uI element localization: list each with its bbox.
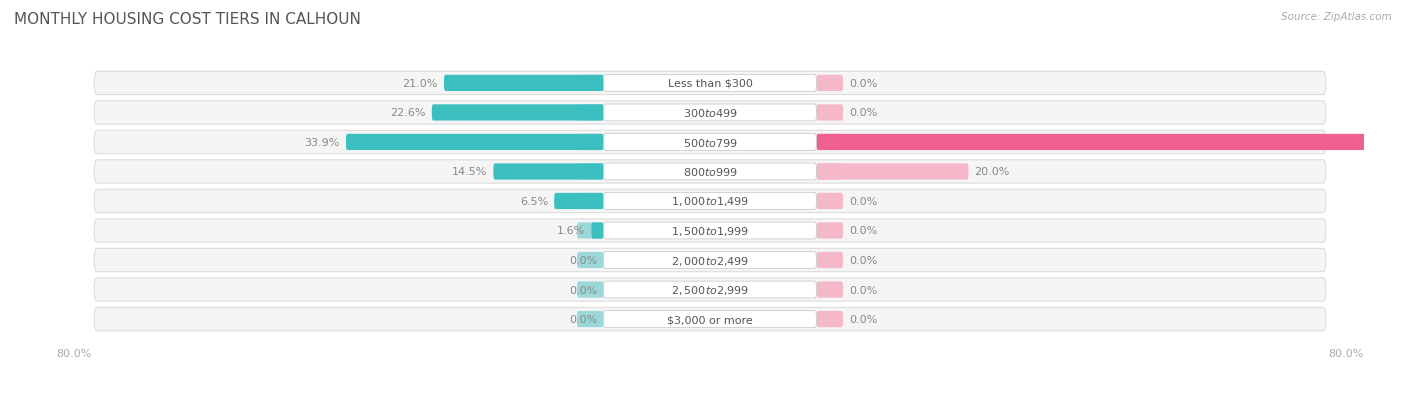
FancyBboxPatch shape <box>94 72 1326 95</box>
Text: 22.6%: 22.6% <box>391 108 426 118</box>
FancyBboxPatch shape <box>94 278 1326 301</box>
Text: $800 to $999: $800 to $999 <box>682 166 738 178</box>
Text: 14.5%: 14.5% <box>451 167 488 177</box>
Text: 33.9%: 33.9% <box>305 138 340 147</box>
Text: Source: ZipAtlas.com: Source: ZipAtlas.com <box>1281 12 1392 22</box>
Text: $1,000 to $1,499: $1,000 to $1,499 <box>671 195 749 208</box>
FancyBboxPatch shape <box>603 164 817 180</box>
Text: $300 to $499: $300 to $499 <box>682 107 738 119</box>
FancyBboxPatch shape <box>603 75 817 92</box>
FancyBboxPatch shape <box>817 105 844 121</box>
FancyBboxPatch shape <box>494 164 603 180</box>
FancyBboxPatch shape <box>603 223 817 239</box>
FancyBboxPatch shape <box>94 249 1326 272</box>
FancyBboxPatch shape <box>603 311 817 328</box>
FancyBboxPatch shape <box>346 135 603 151</box>
FancyBboxPatch shape <box>94 308 1326 331</box>
Text: $500 to $799: $500 to $799 <box>682 137 738 149</box>
FancyBboxPatch shape <box>817 252 844 268</box>
Text: 6.5%: 6.5% <box>520 197 548 206</box>
FancyBboxPatch shape <box>817 311 844 328</box>
Text: 0.0%: 0.0% <box>569 255 598 266</box>
FancyBboxPatch shape <box>554 193 603 209</box>
Text: 0.0%: 0.0% <box>849 226 877 236</box>
Text: 0.0%: 0.0% <box>849 285 877 295</box>
Text: 0.0%: 0.0% <box>569 285 598 295</box>
Text: 20.0%: 20.0% <box>974 167 1010 177</box>
Text: $2,000 to $2,499: $2,000 to $2,499 <box>671 254 749 267</box>
FancyBboxPatch shape <box>817 164 844 180</box>
Text: $1,500 to $1,999: $1,500 to $1,999 <box>671 224 749 237</box>
Text: 0.0%: 0.0% <box>849 314 877 324</box>
Text: 21.0%: 21.0% <box>402 79 437 89</box>
FancyBboxPatch shape <box>603 134 817 151</box>
Text: 0.0%: 0.0% <box>849 108 877 118</box>
Text: 0.0%: 0.0% <box>569 314 598 324</box>
Text: MONTHLY HOUSING COST TIERS IN CALHOUN: MONTHLY HOUSING COST TIERS IN CALHOUN <box>14 12 361 27</box>
FancyBboxPatch shape <box>817 76 844 92</box>
FancyBboxPatch shape <box>576 311 603 328</box>
FancyBboxPatch shape <box>817 282 844 298</box>
FancyBboxPatch shape <box>817 135 1406 151</box>
FancyBboxPatch shape <box>817 193 844 209</box>
Text: 1.6%: 1.6% <box>557 226 585 236</box>
Text: $2,500 to $2,999: $2,500 to $2,999 <box>671 283 749 296</box>
FancyBboxPatch shape <box>576 282 603 298</box>
Text: 0.0%: 0.0% <box>849 197 877 206</box>
Text: 80.0%: 80.0% <box>1379 138 1406 147</box>
FancyBboxPatch shape <box>603 193 817 210</box>
Text: 80.0%: 80.0% <box>1329 348 1364 358</box>
Text: 0.0%: 0.0% <box>849 79 877 89</box>
FancyBboxPatch shape <box>603 281 817 298</box>
FancyBboxPatch shape <box>576 223 603 239</box>
FancyBboxPatch shape <box>576 164 603 180</box>
FancyBboxPatch shape <box>603 252 817 269</box>
FancyBboxPatch shape <box>432 105 603 121</box>
FancyBboxPatch shape <box>94 160 1326 184</box>
FancyBboxPatch shape <box>576 252 603 268</box>
FancyBboxPatch shape <box>576 76 603 92</box>
Text: $3,000 or more: $3,000 or more <box>668 314 752 324</box>
FancyBboxPatch shape <box>94 219 1326 242</box>
FancyBboxPatch shape <box>94 190 1326 213</box>
FancyBboxPatch shape <box>817 223 844 239</box>
Text: 0.0%: 0.0% <box>849 255 877 266</box>
FancyBboxPatch shape <box>94 102 1326 125</box>
Text: Less than $300: Less than $300 <box>668 79 752 89</box>
FancyBboxPatch shape <box>592 223 603 239</box>
FancyBboxPatch shape <box>576 135 603 151</box>
FancyBboxPatch shape <box>94 131 1326 154</box>
FancyBboxPatch shape <box>444 76 603 92</box>
FancyBboxPatch shape <box>817 135 844 151</box>
FancyBboxPatch shape <box>817 164 969 180</box>
FancyBboxPatch shape <box>576 193 603 209</box>
FancyBboxPatch shape <box>603 105 817 121</box>
Text: 80.0%: 80.0% <box>56 348 91 358</box>
FancyBboxPatch shape <box>576 105 603 121</box>
